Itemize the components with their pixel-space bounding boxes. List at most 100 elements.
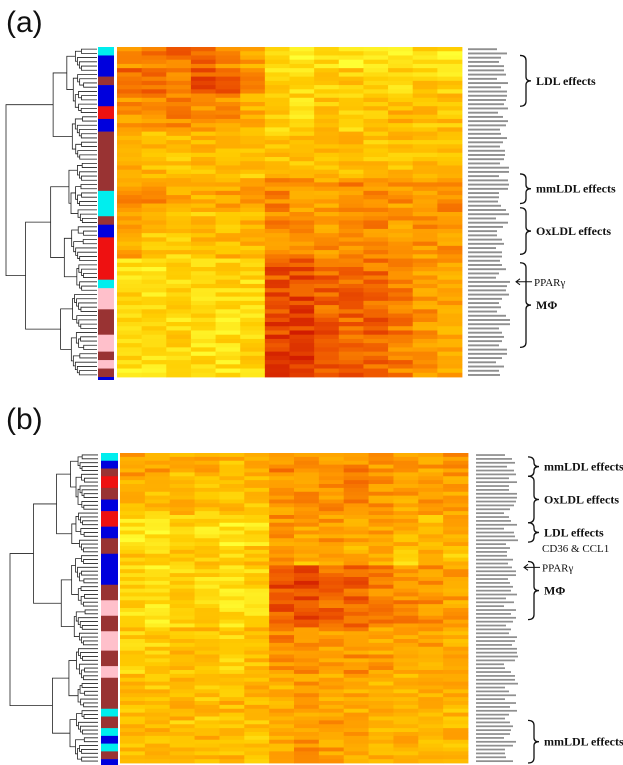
heat-cell [190,267,216,272]
heat-cell [194,577,220,582]
heat-cell [190,97,216,103]
heat-cell [194,724,220,729]
heat-cell [240,250,266,255]
heat-cell [141,216,167,221]
heat-cell [314,102,340,107]
heat-cell [314,169,340,175]
class-bar-a-18 [98,377,114,380]
heat-cell [363,80,389,86]
heat-cell [388,186,414,192]
heat-cell [269,491,295,497]
heat-cell [418,472,444,477]
heat-cell [338,68,364,73]
heat-cell [393,743,419,748]
heat-cell [343,755,369,760]
heat-cell [289,203,315,209]
heat-cell [141,241,167,247]
heat-cell [412,144,438,149]
heat-cell [289,237,315,243]
heat-cell [144,600,171,605]
heat-cell [388,207,414,213]
heat-cell [240,233,266,238]
heat-cell [215,51,241,56]
heat-cell [169,615,195,621]
heat-cell [244,507,270,512]
heat-cell [412,55,438,61]
heat-cell [314,93,340,99]
heat-cell [120,592,146,597]
heat-cell [437,80,463,86]
heat-cell [120,724,146,729]
heat-cell [190,262,216,268]
heat-cell [363,51,389,56]
heat-cell [244,724,270,729]
heat-cell [169,511,195,516]
heat-cell [363,254,389,259]
heat-cell [289,254,315,259]
heat-cell [269,577,295,582]
heat-cell [368,670,394,675]
heat-cell [388,161,414,166]
heat-cell [244,573,270,578]
heat-cell [294,743,320,748]
heat-cell [412,72,438,78]
heat-cell [294,453,320,458]
heat-cell [443,460,469,466]
heat-cell [318,670,345,675]
heat-cell [215,300,241,306]
heat-cell [144,728,171,733]
heat-cell [318,460,345,466]
heat-cell [418,642,444,648]
heat-cell [363,212,389,217]
heat-cell [368,557,394,562]
heat-cell [269,673,295,679]
heat-cell [166,106,192,111]
heat-cell [443,549,469,555]
heat-cell [289,241,315,247]
heat-cell [343,735,369,741]
heat-cell [240,220,266,226]
heat-cell [194,600,220,605]
heat-cell [215,102,241,107]
heat-cell [264,131,290,137]
heat-cell [141,152,167,158]
heat-cell [368,584,394,590]
heat-cell [169,453,195,458]
heat-cell [141,173,167,179]
heat-cell [240,199,266,204]
heat-cell [117,322,143,327]
heat-cell [269,639,295,644]
heat-cell [219,615,245,621]
heat-cell [141,144,167,149]
heat-cell [269,724,295,729]
heat-cell [190,118,216,124]
heat-cell [343,507,369,512]
heat-cell [264,72,290,78]
heat-cell [166,330,192,336]
heat-cell [117,300,143,306]
heat-cell [363,279,389,285]
heat-cell [141,271,167,276]
heat-cell [240,72,266,78]
heat-cell [437,237,463,243]
heat-cell [294,604,320,609]
heat-cell [219,654,245,659]
heat-cell [368,739,394,745]
heat-cell [294,720,320,725]
heat-cell [244,751,270,756]
heat-cell [437,334,463,340]
heat-cell [314,288,340,293]
heat-cell [166,114,192,120]
heat-cell [219,631,245,636]
arrow-b-4 [523,563,540,571]
heat-cell [338,343,364,348]
heat-cell [215,127,241,133]
heat-cell [190,148,216,154]
heat-cell [412,182,438,188]
heat-cell [393,588,419,593]
annotation-a-3: PPARγ [534,277,566,289]
panel-label-b: (b) [6,403,43,436]
heat-cell [443,646,469,652]
heat-cell [120,511,146,516]
heat-cell [264,296,290,302]
